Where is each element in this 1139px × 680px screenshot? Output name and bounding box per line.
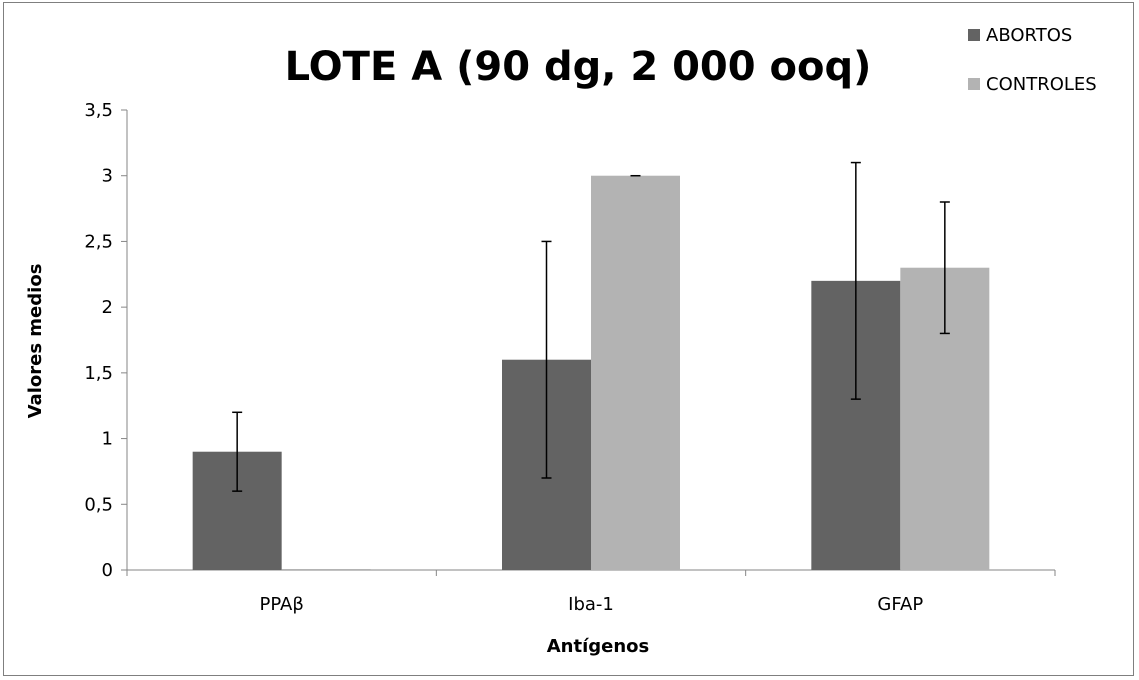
bars <box>192 175 990 570</box>
y-tick-label: 1,5 <box>84 363 113 384</box>
x-tick-label: PPAβ <box>259 594 303 615</box>
error-bars <box>232 161 950 492</box>
y-tick-label: 0,5 <box>84 494 113 515</box>
legend: ABORTOS CONTROLES <box>968 25 1097 95</box>
y-tick-label: 0 <box>102 560 113 581</box>
legend-swatch <box>968 78 980 90</box>
chart-title: LOTE A (90 dg, 2 000 ooq) <box>285 44 872 90</box>
legend-swatch <box>968 29 980 41</box>
x-axis-title: Antígenos <box>547 636 650 657</box>
y-tick-label: 1 <box>102 429 113 450</box>
legend-label: CONTROLES <box>986 74 1097 95</box>
bar-controles <box>281 569 371 570</box>
y-ticks: 0 0,5 1 1,5 2 2,5 3 3,5 <box>84 100 127 581</box>
x-tick-label: Iba-1 <box>568 594 614 615</box>
y-axis-title: Valores medios <box>25 264 46 419</box>
y-tick-label: 3,5 <box>84 100 113 121</box>
x-tick-label: GFAP <box>877 594 923 615</box>
x-ticks: PPAβ Iba-1 GFAP <box>126 570 1056 615</box>
y-tick-label: 2,5 <box>84 231 113 252</box>
legend-label: ABORTOS <box>986 25 1072 46</box>
y-tick-label: 2 <box>102 297 113 318</box>
bar-controles <box>591 175 680 570</box>
y-tick-label: 3 <box>102 166 113 187</box>
